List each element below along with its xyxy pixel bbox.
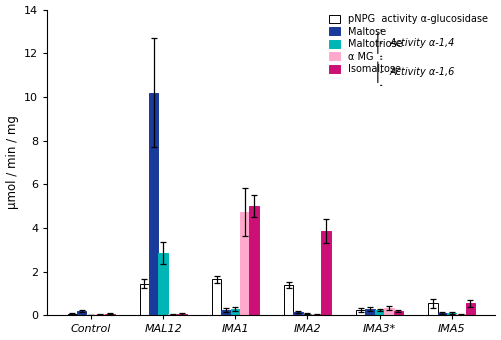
Bar (177, 314, 186, 316)
Bar (230, 309, 240, 316)
Bar (284, 285, 294, 316)
Bar (149, 92, 158, 316)
Bar (140, 284, 149, 316)
Bar (68, 314, 77, 316)
Bar (105, 314, 115, 316)
Bar (294, 312, 303, 316)
Bar (322, 231, 331, 316)
Y-axis label: μmol / min / mg: μmol / min / mg (6, 116, 19, 209)
Bar (212, 279, 221, 316)
Bar (77, 311, 86, 316)
Bar (168, 314, 177, 316)
Text: Activity α-1,4: Activity α-1,4 (389, 38, 454, 48)
Bar (437, 313, 447, 316)
Bar (466, 303, 475, 316)
Legend: pNPG  activity α-glucosidase, Maltose, Maltotriose, α MG, Isomaltose: pNPG activity α-glucosidase, Maltose, Ma… (326, 11, 490, 77)
Text: Activity α-1,6: Activity α-1,6 (389, 67, 454, 77)
Bar (356, 310, 365, 316)
Bar (158, 253, 168, 316)
Bar (249, 206, 259, 316)
Bar (447, 313, 456, 316)
Bar (221, 310, 230, 316)
Bar (96, 314, 105, 316)
Bar (456, 314, 466, 316)
Bar (375, 310, 384, 316)
Bar (312, 314, 322, 316)
Bar (303, 314, 312, 316)
Bar (384, 308, 394, 316)
Bar (365, 309, 375, 316)
Bar (240, 211, 249, 316)
Bar (428, 303, 437, 316)
Bar (86, 315, 96, 316)
Bar (394, 311, 403, 316)
